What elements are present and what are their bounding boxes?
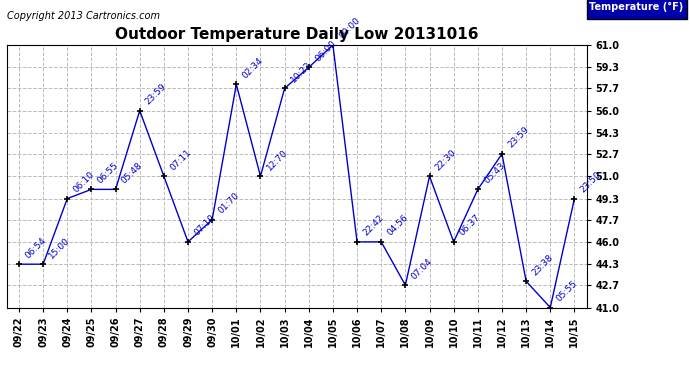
Text: 02:34: 02:34 xyxy=(241,56,265,80)
Text: 10:22: 10:22 xyxy=(289,60,313,84)
Text: 15:00: 15:00 xyxy=(48,236,72,260)
Text: 22:30: 22:30 xyxy=(434,148,458,172)
Text: 23:59: 23:59 xyxy=(506,125,531,150)
Text: 22:42: 22:42 xyxy=(362,213,386,238)
Text: 07:04: 07:04 xyxy=(410,256,434,281)
Text: 23:59: 23:59 xyxy=(144,82,168,106)
Text: 06:37: 06:37 xyxy=(458,213,482,238)
Text: 06:54: 06:54 xyxy=(23,236,48,260)
Text: 04:56: 04:56 xyxy=(386,213,410,238)
Text: 05:43: 05:43 xyxy=(482,160,506,185)
Text: 07:11: 07:11 xyxy=(168,147,193,172)
Text: Temperature (°F): Temperature (°F) xyxy=(589,2,684,12)
Text: 00:00: 00:00 xyxy=(337,16,362,41)
Text: 01:70: 01:70 xyxy=(217,191,241,215)
Text: 05:48: 05:48 xyxy=(120,160,144,185)
Text: 23:38: 23:38 xyxy=(531,252,555,277)
Text: 07:10: 07:10 xyxy=(193,213,217,238)
Text: Copyright 2013 Cartronics.com: Copyright 2013 Cartronics.com xyxy=(7,11,160,21)
Text: 06:00: 06:00 xyxy=(313,39,337,63)
Text: 06:10: 06:10 xyxy=(72,170,96,194)
Title: Outdoor Temperature Daily Low 20131016: Outdoor Temperature Daily Low 20131016 xyxy=(115,27,478,42)
Text: 23:50: 23:50 xyxy=(579,170,603,194)
Text: 05:55: 05:55 xyxy=(555,279,579,303)
Text: 06:55: 06:55 xyxy=(96,160,120,185)
Text: 12:70: 12:70 xyxy=(265,147,289,172)
